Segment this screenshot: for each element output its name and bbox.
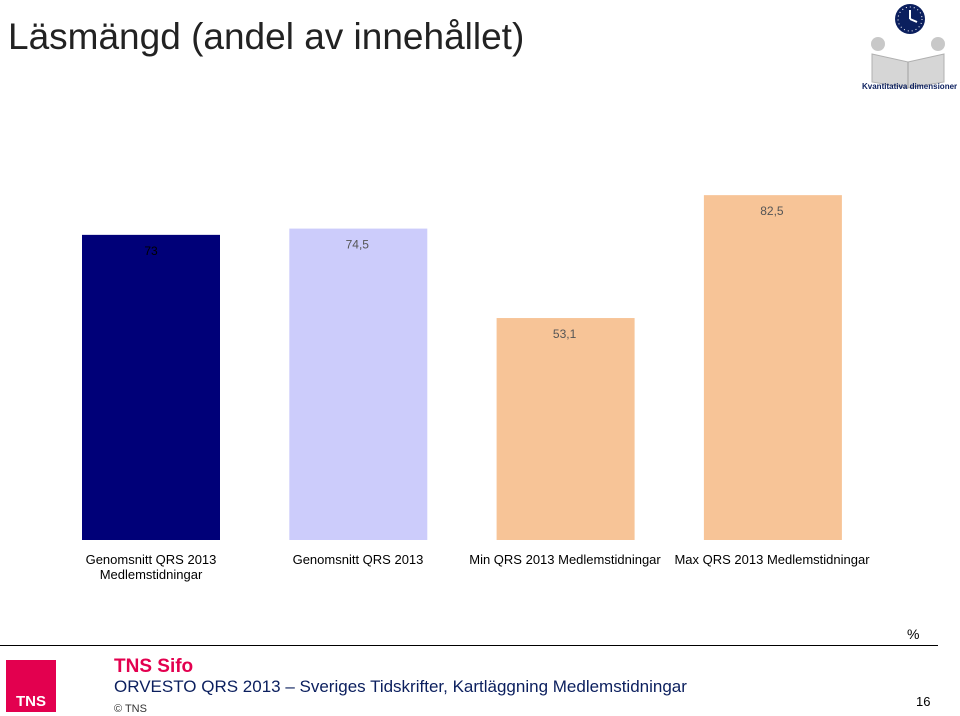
unit-label: % (907, 626, 920, 642)
data-label-4: 82,5 (760, 204, 784, 218)
bar-1 (82, 234, 220, 541)
data-label-3: 53,1 (553, 327, 577, 341)
category-label-1: Genomsnitt QRS 2013 Medlemstidningar (85, 552, 217, 582)
bar-2 (289, 228, 428, 540)
category-label-2: Genomsnitt QRS 2013 (292, 552, 424, 567)
bar-4 (703, 195, 842, 540)
footer-divider (0, 645, 938, 646)
footer-title: ORVESTO QRS 2013 – Sveriges Tidskrifter,… (114, 677, 687, 696)
bar-3 (496, 318, 635, 540)
logo-caption: Kvantitativa dimensioner (862, 82, 958, 91)
copyright: © TNS (114, 703, 147, 715)
bar-chart: 73 74,5 53,1 82,5 (82, 195, 842, 541)
tns-logo-text: TNS (16, 693, 46, 710)
brand-name: TNS Sifo (114, 656, 194, 677)
category-label-4: Max QRS 2013 Medlemstidningar (674, 552, 870, 567)
page-number: 16 (916, 694, 931, 709)
data-label-1: 73 (144, 244, 158, 258)
data-label-2: 74,5 (346, 238, 370, 252)
tns-logo: TNS (6, 660, 56, 712)
page-title: Läsmängd (andel av innehållet) (8, 16, 525, 57)
clock-book-logo (871, 4, 945, 89)
category-label-3: Min QRS 2013 Medlemstidningar (469, 552, 661, 567)
